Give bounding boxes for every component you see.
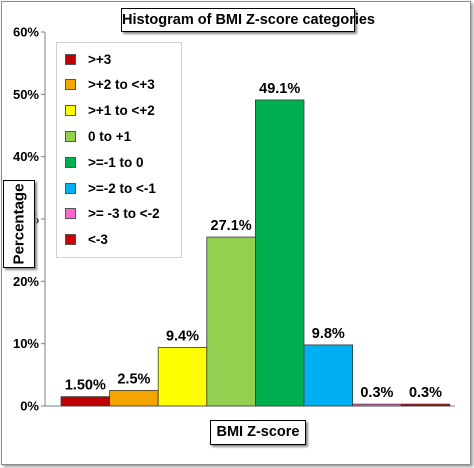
data-label: 2.5%	[117, 371, 150, 387]
legend-item: >+3	[65, 50, 111, 68]
legend-item: >+1 to <+2	[65, 102, 155, 120]
y-tick-label: 20%	[13, 274, 39, 289]
x-axis-label: BMI Z-score	[210, 420, 306, 445]
legend-item: >+2 to <+3	[65, 76, 155, 94]
data-label: 49.1%	[259, 81, 300, 97]
y-axis-label: Percentage	[3, 180, 35, 268]
bar	[254, 99, 305, 407]
legend-label: >+2 to <+3	[88, 77, 155, 93]
bar	[352, 403, 402, 407]
legend-swatch	[65, 130, 76, 142]
bar	[400, 403, 451, 407]
legend-item: <-3	[65, 231, 108, 249]
legend-item: >= -3 to <-2	[65, 205, 160, 223]
legend-swatch	[65, 208, 76, 220]
legend-swatch	[65, 234, 76, 246]
legend: >+3 >+2 to <+3 >+1 to <+2 0 to +1 >=-1 to 0 >…	[56, 42, 182, 258]
data-label: 9.8%	[312, 326, 345, 342]
y-tick-label: 10%	[13, 336, 39, 351]
y-tick-label: 60%	[13, 25, 39, 40]
bars	[60, 99, 451, 407]
legend-swatch	[65, 105, 76, 117]
legend-swatch	[65, 182, 76, 194]
data-label: 1.50%	[65, 378, 106, 394]
data-label: 9.4%	[166, 328, 199, 344]
bar	[206, 236, 256, 407]
legend-label: >=-1 to 0	[88, 154, 144, 170]
legend-swatch	[65, 156, 76, 168]
bar	[60, 396, 110, 407]
y-tick-label: 40%	[13, 149, 39, 164]
y-tick-label: 50%	[13, 87, 39, 102]
legend-label: >+1 to <+2	[88, 103, 155, 119]
y-axis-label-text: Percentage	[10, 183, 28, 265]
chart-title: Histogram of BMI Z-score categories	[121, 8, 375, 32]
bar	[109, 390, 159, 407]
legend-label: >= -3 to <-2	[88, 206, 160, 222]
legend-item: >=-2 to <-1	[65, 179, 156, 197]
legend-item: 0 to +1	[65, 127, 131, 145]
legend-label: <-3	[88, 232, 108, 248]
data-labels: 1.50% 2.5% 9.4% 27.1% 49.1% 9.8% 0.3% 0.3%	[65, 81, 442, 401]
data-label: 27.1%	[211, 218, 252, 234]
y-tick-label: 0%	[20, 399, 39, 414]
bar	[157, 347, 208, 407]
legend-label: >+3	[88, 51, 112, 67]
legend-swatch	[65, 79, 76, 91]
bar	[303, 344, 353, 407]
data-label: 0.3%	[360, 385, 393, 401]
legend-item: >=-1 to 0	[65, 153, 144, 171]
legend-label: 0 to +1	[88, 128, 132, 144]
legend-swatch	[65, 53, 76, 65]
data-label: 0.3%	[409, 385, 442, 401]
legend-label: >=-2 to <-1	[88, 180, 156, 196]
